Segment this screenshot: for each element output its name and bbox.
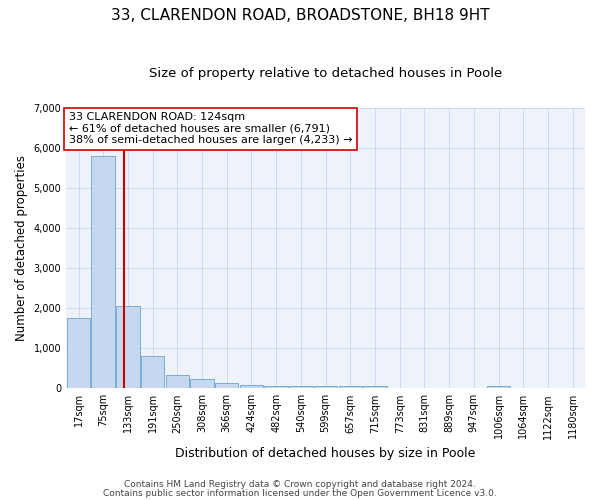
Bar	[190, 380, 214, 388]
Title: Size of property relative to detached houses in Poole: Size of property relative to detached ho…	[149, 68, 502, 80]
Y-axis label: Number of detached properties: Number of detached properties	[15, 155, 28, 341]
Bar	[116, 306, 140, 388]
Bar	[265, 386, 288, 388]
Text: Contains HM Land Registry data © Crown copyright and database right 2024.: Contains HM Land Registry data © Crown c…	[124, 480, 476, 489]
Bar	[363, 386, 387, 388]
Bar	[240, 384, 263, 388]
Bar	[289, 386, 313, 388]
Text: 33 CLARENDON ROAD: 124sqm
← 61% of detached houses are smaller (6,791)
38% of se: 33 CLARENDON ROAD: 124sqm ← 61% of detac…	[69, 112, 352, 146]
Bar	[215, 383, 238, 388]
Text: Contains public sector information licensed under the Open Government Licence v3: Contains public sector information licen…	[103, 488, 497, 498]
X-axis label: Distribution of detached houses by size in Poole: Distribution of detached houses by size …	[175, 447, 476, 460]
Text: 33, CLARENDON ROAD, BROADSTONE, BH18 9HT: 33, CLARENDON ROAD, BROADSTONE, BH18 9HT	[110, 8, 490, 22]
Bar	[91, 156, 115, 388]
Bar	[67, 318, 90, 388]
Bar	[314, 386, 337, 388]
Bar	[338, 386, 362, 388]
Bar	[487, 386, 510, 388]
Bar	[141, 356, 164, 388]
Bar	[166, 374, 189, 388]
